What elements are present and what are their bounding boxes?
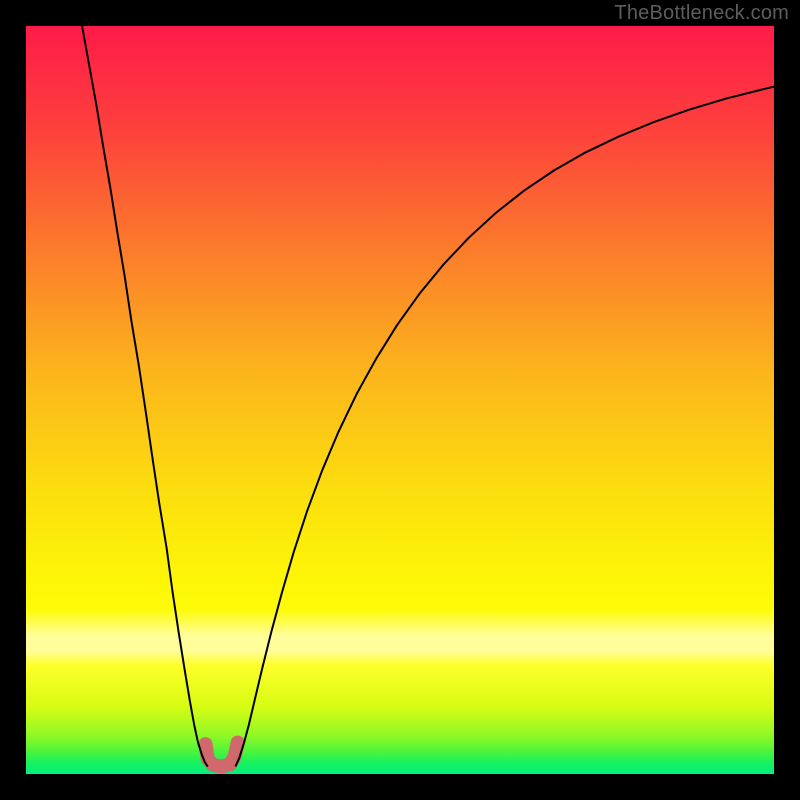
watermark-text: TheBottleneck.com [614,2,789,25]
curve-overlay [26,26,774,774]
chart-frame: TheBottleneck.com [0,0,800,800]
plot-area [26,26,774,774]
